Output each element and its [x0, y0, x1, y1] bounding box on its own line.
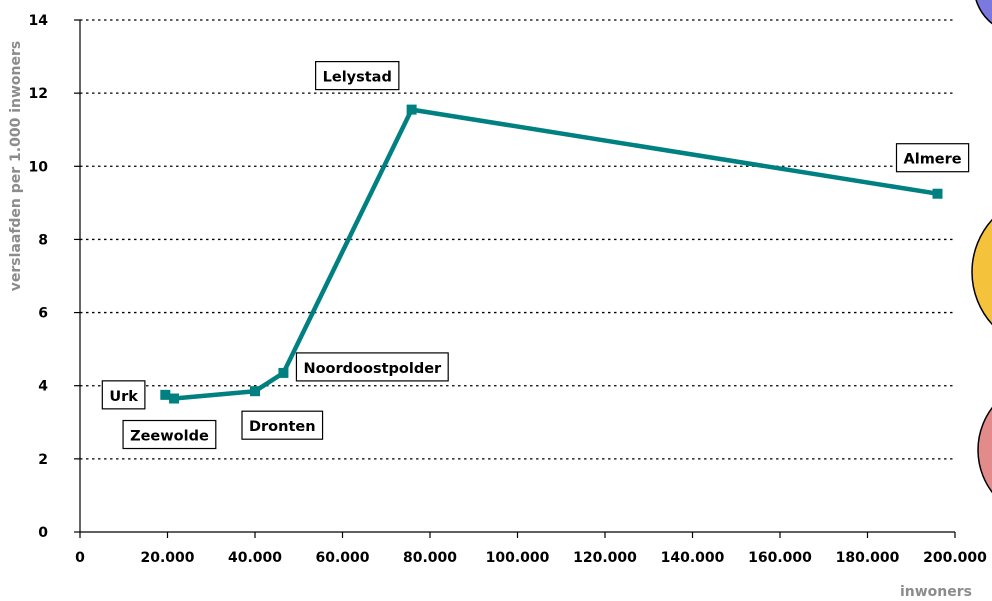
y-tick-label: 12	[29, 86, 48, 102]
point-label-box	[315, 60, 400, 91]
x-tick-label: 160.000	[748, 550, 812, 566]
decorative-circle	[971, 218, 992, 326]
series	[160, 104, 943, 404]
y-tick-label: 2	[38, 452, 48, 468]
point-label-box	[895, 143, 970, 173]
data-point	[932, 188, 943, 199]
point-label: Lelystad	[315, 60, 400, 91]
point-label-text: Zeewolde	[130, 429, 209, 445]
point-label-box	[295, 352, 449, 382]
data-point	[160, 389, 171, 400]
decorative-circle	[977, 406, 992, 494]
y-tick-label: 6	[38, 306, 48, 322]
x-tick-label: 120.000	[573, 550, 637, 566]
point-label-box	[122, 419, 217, 450]
data-point	[169, 393, 180, 404]
point-label-text: Urk	[109, 389, 138, 405]
point-label: Dronten	[241, 410, 324, 440]
series-line	[164, 107, 938, 401]
x-tick-labels: 0 20.000 40.000 60.000 80.000 100.000 120.000 1…	[75, 532, 987, 566]
y-tick-label: 4	[38, 379, 48, 395]
point-label-box	[101, 380, 146, 410]
point-label-text: Dronten	[249, 419, 316, 435]
x-tick-label: 200.000	[923, 550, 987, 566]
x-tick-label: 80.000	[403, 550, 457, 566]
axes	[79, 20, 955, 533]
data-point	[406, 104, 417, 115]
x-tick-label: 0	[75, 550, 85, 566]
point-label: Noordoostpolder	[295, 352, 449, 382]
y-tick-label: 8	[38, 232, 48, 248]
point-label: Zeewolde	[122, 419, 217, 450]
x-tick-label: 60.000	[315, 550, 369, 566]
point-label-text: Lelystad	[323, 70, 392, 86]
x-tick-label: 100.000	[486, 550, 550, 566]
point-labels: Urk Zeewolde Dronten Noordoostpolder Lelysta…	[101, 60, 970, 450]
point-label-box	[241, 410, 324, 440]
x-tick-label: 180.000	[836, 550, 900, 566]
y-tick-label: 14	[29, 13, 49, 29]
x-tick-label: 20.000	[140, 550, 194, 566]
point-label-text: Noordoostpolder	[303, 361, 442, 377]
x-tick-label: 140.000	[661, 550, 725, 566]
y-tick-label: 10	[29, 159, 49, 175]
decorative-circle	[975, 0, 992, 25]
gridlines	[80, 19, 955, 460]
y-tick-labels: 0 2 4 6 8 10 12 14	[29, 13, 80, 541]
point-label: Urk	[101, 380, 146, 410]
x-tick-label: 40.000	[228, 550, 282, 566]
y-tick-label: 0	[38, 525, 48, 541]
x-axis-title: inwoners	[900, 584, 972, 600]
point-label-text: Almere	[904, 152, 962, 168]
decorative-circles	[971, 0, 992, 494]
data-point	[250, 386, 260, 397]
data-point	[278, 367, 289, 378]
point-label: Almere	[895, 143, 970, 173]
y-axis-title: verslaafden per 1.000 inwoners	[8, 41, 24, 291]
